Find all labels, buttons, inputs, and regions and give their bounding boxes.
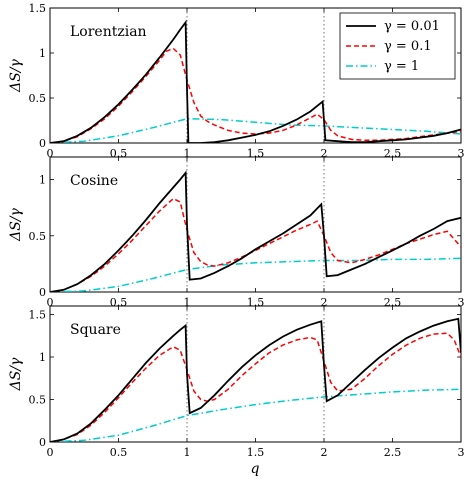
series-line — [50, 317, 461, 442]
xtick-label: 2.5 — [384, 446, 402, 459]
xtick-label: 0 — [47, 446, 54, 459]
series-line — [50, 257, 461, 292]
xtick-label: 2 — [321, 296, 328, 309]
panel-title: Square — [70, 322, 121, 338]
xtick-label: 1.5 — [247, 446, 265, 459]
legend-label: γ = 0.1 — [384, 39, 432, 54]
legend-label: γ = 0.01 — [384, 19, 440, 34]
xtick-label: 1 — [184, 147, 191, 160]
ytick-label: 0.5 — [29, 92, 47, 105]
panel-title: Cosine — [70, 173, 118, 189]
legend: γ = 0.01 γ = 0.1 γ = 1 — [339, 12, 456, 80]
xtick-label: 3 — [458, 446, 465, 459]
xtick-label: 3 — [458, 147, 465, 160]
y-axis-label: ΔS/γ — [8, 207, 24, 241]
xtick-label: 1 — [184, 446, 191, 459]
xtick-label: 1 — [184, 296, 191, 309]
ytick-label: 0 — [39, 137, 46, 150]
ytick-label: 0.5 — [29, 230, 47, 243]
panel-square: 0 0.5 1 1.5 2 2.5 3 0 0.5 1 1.5 Square ΔS/γ — [8, 305, 465, 459]
xtick-label: 0 — [47, 147, 54, 160]
x-axis-label: q — [251, 461, 260, 477]
ytick-label: 1 — [39, 351, 46, 364]
ytick-label: 1 — [39, 47, 46, 60]
legend-box — [339, 12, 456, 80]
series-line — [50, 117, 461, 143]
plot-frame — [49, 305, 462, 443]
ytick-label: 1.5 — [29, 2, 47, 15]
series-line — [50, 332, 461, 442]
ytick-label: 1.5 — [29, 309, 47, 322]
ytick-label: 0 — [39, 436, 46, 449]
plot-frame — [49, 156, 462, 293]
series-line — [50, 170, 461, 292]
series-line — [50, 47, 461, 143]
ytick-label: 0 — [39, 286, 46, 299]
xtick-label: 3 — [458, 296, 465, 309]
xtick-label: 2 — [321, 147, 328, 160]
ytick-label: 0.5 — [29, 394, 47, 407]
y-axis-label: ΔS/γ — [8, 357, 24, 391]
series-line — [50, 388, 461, 442]
y-axis-label: ΔS/γ — [8, 58, 24, 92]
xtick-label: 2 — [321, 446, 328, 459]
legend-label: γ = 1 — [384, 59, 419, 74]
panels: 0 0.5 1 1.5 2 2.5 3 0 0.5 1 1.5 Lorentzian ΔS/γ γ = 0… — [8, 2, 465, 459]
panel-title: Lorentzian — [70, 24, 147, 40]
ytick-label: 1 — [39, 174, 46, 187]
xtick-label: 0.5 — [110, 446, 128, 459]
series-line — [50, 19, 461, 143]
xtick-label: 0 — [47, 296, 54, 309]
